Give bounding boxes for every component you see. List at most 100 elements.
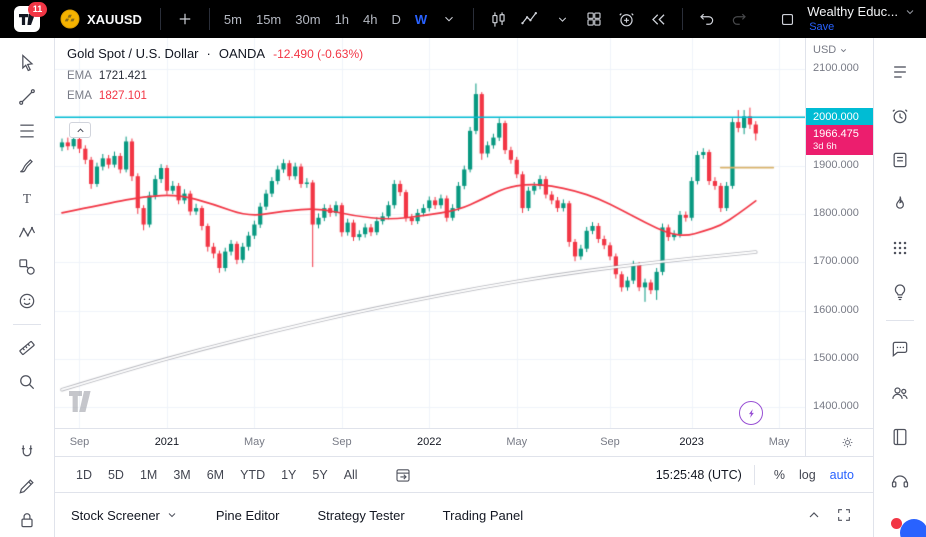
chart-settings-button[interactable] [840, 435, 855, 450]
redo-button[interactable] [723, 3, 755, 35]
time-axis[interactable]: Sep 2021 May Sep 2022 May Sep 2023 May [55, 428, 873, 456]
notebook-button[interactable] [881, 422, 919, 452]
time-label-2023: 2023 [679, 436, 704, 448]
tab-label: Stock Screener [71, 507, 160, 523]
fib-retracement-tool-button[interactable] [8, 116, 46, 146]
interval-button-30m[interactable]: 30m [289, 7, 326, 32]
alerts-panel-button[interactable] [881, 101, 919, 131]
indicator-row-1[interactable]: EMA 1827.101 [67, 90, 363, 102]
chevron-up-icon [809, 512, 819, 518]
range-button-1d[interactable]: 1D [69, 464, 99, 486]
main-menu-button[interactable]: 11 [0, 0, 54, 38]
news-button[interactable] [881, 145, 919, 175]
account-name: Wealthy Educ... [807, 4, 898, 20]
gold-coin-icon [60, 9, 80, 29]
panel-collapse-button[interactable] [799, 501, 829, 529]
save-button[interactable]: Save [809, 20, 835, 33]
alert-price-label[interactable]: 2000.000 [806, 108, 873, 127]
ideas-button[interactable] [881, 277, 919, 307]
range-button-3m[interactable]: 3M [166, 464, 197, 486]
interval-chevron-button[interactable] [433, 3, 465, 35]
watchlist-button[interactable] [881, 57, 919, 87]
undo-button[interactable] [691, 3, 723, 35]
layout-grid-button[interactable] [578, 3, 610, 35]
account-menu[interactable]: Wealthy Educ... Save [807, 4, 916, 33]
range-button-ytd[interactable]: YTD [233, 464, 272, 486]
price-chart[interactable] [55, 38, 805, 428]
indicators-button[interactable] [514, 3, 546, 35]
time-label-may: May [506, 436, 528, 448]
interval-button-w[interactable]: W [409, 7, 433, 32]
interval-button-d[interactable]: D [386, 7, 407, 32]
compare-add-button[interactable] [169, 3, 201, 35]
zoom-tool-button[interactable] [8, 367, 46, 397]
utc-clock[interactable]: 15:25:48 (UTC) [655, 467, 742, 482]
pattern-tool-button[interactable] [8, 218, 46, 248]
measure-tool-button[interactable] [8, 333, 46, 363]
goto-date-button[interactable] [389, 462, 417, 488]
price-axis-currency[interactable]: USD [813, 44, 848, 56]
tab-strategy-tester[interactable]: Strategy Tester [317, 508, 404, 523]
emoji-smiley-icon [19, 293, 35, 309]
range-button-5d[interactable]: 5D [101, 464, 131, 486]
log-scale-button[interactable]: log [792, 464, 823, 486]
chart-type-button[interactable] [482, 3, 514, 35]
time-label-sep: Sep [600, 436, 620, 448]
panel-fullscreen-button[interactable] [829, 501, 859, 529]
interval-button-4h[interactable]: 4h [357, 7, 383, 32]
lock-drawings-button[interactable] [8, 505, 46, 535]
quick-action-lightning-button[interactable] [739, 401, 763, 425]
hotlists-button[interactable] [881, 189, 919, 219]
chat-bubble-icon [892, 341, 908, 357]
price-axis[interactable]: USD 2100.000 2000.000 1900.000 1800.000 1700… [805, 38, 873, 428]
symbol-legend-row[interactable]: Gold Spot / U.S. Dollar · OANDA -12.490 … [67, 46, 363, 61]
date-range-group: 1D 5D 1M 3M 6M YTD 1Y 5Y All [69, 464, 367, 486]
symbol-search-button[interactable]: XAUUSD [54, 9, 152, 29]
percent-scale-button[interactable]: % [767, 464, 792, 486]
popup-window-button[interactable] [771, 3, 803, 35]
brush-tool-button[interactable] [8, 150, 46, 180]
range-button-6m[interactable]: 6M [200, 464, 231, 486]
cursor-icon [22, 54, 34, 72]
symbol-name: XAUUSD [87, 11, 142, 27]
support-chat-bubble[interactable] [900, 519, 926, 537]
chat-button[interactable] [881, 334, 919, 364]
toolbar-separator [473, 8, 475, 30]
tab-trading-panel[interactable]: Trading Panel [443, 508, 523, 523]
tab-pine-editor[interactable]: Pine Editor [216, 508, 280, 523]
bar-replay-button[interactable] [642, 3, 674, 35]
magnet-mode-button[interactable] [8, 437, 46, 467]
interval-button-15m[interactable]: 15m [250, 7, 287, 32]
cursor-tool-button[interactable] [8, 48, 46, 78]
prediction-tool-button[interactable] [8, 252, 46, 282]
interval-button-5m[interactable]: 5m [218, 7, 248, 32]
indicator-row-0[interactable]: EMA 1721.421 [67, 70, 363, 82]
svg-text:T: T [23, 191, 31, 206]
indicator-value: 1721.421 [98, 70, 147, 82]
legend-collapse-button[interactable] [69, 122, 91, 138]
range-button-all[interactable]: All [337, 464, 365, 486]
tab-stock-screener[interactable]: Stock Screener [71, 508, 178, 523]
price-label-2100-000: 2100.000 [813, 62, 859, 74]
trend-line-tool-button[interactable] [8, 82, 46, 112]
chart-area: Gold Spot / U.S. Dollar · OANDA -12.490 … [55, 38, 805, 428]
drawing-mode-button[interactable] [8, 471, 46, 501]
redo-arrow-icon [732, 13, 747, 25]
range-button-5y[interactable]: 5Y [305, 464, 334, 486]
calendar-button[interactable] [881, 233, 919, 263]
notification-badge: 11 [28, 2, 47, 17]
emoji-tool-button[interactable] [8, 286, 46, 316]
auto-scale-button[interactable]: auto [823, 464, 861, 486]
range-button-1m[interactable]: 1M [133, 464, 164, 486]
help-button[interactable] [881, 466, 919, 496]
lightning-icon [748, 408, 754, 418]
interval-button-1h[interactable]: 1h [329, 7, 355, 32]
text-tool-button[interactable]: T [8, 184, 46, 214]
legend-exchange: OANDA [218, 46, 266, 61]
alert-button[interactable] [610, 3, 642, 35]
community-button[interactable] [881, 378, 919, 408]
range-button-1y[interactable]: 1Y [274, 464, 303, 486]
prediction-icon [19, 259, 35, 275]
indicator-templates-chevron[interactable] [546, 3, 578, 35]
last-price-label: 1966.475 3d 6h [806, 125, 873, 156]
